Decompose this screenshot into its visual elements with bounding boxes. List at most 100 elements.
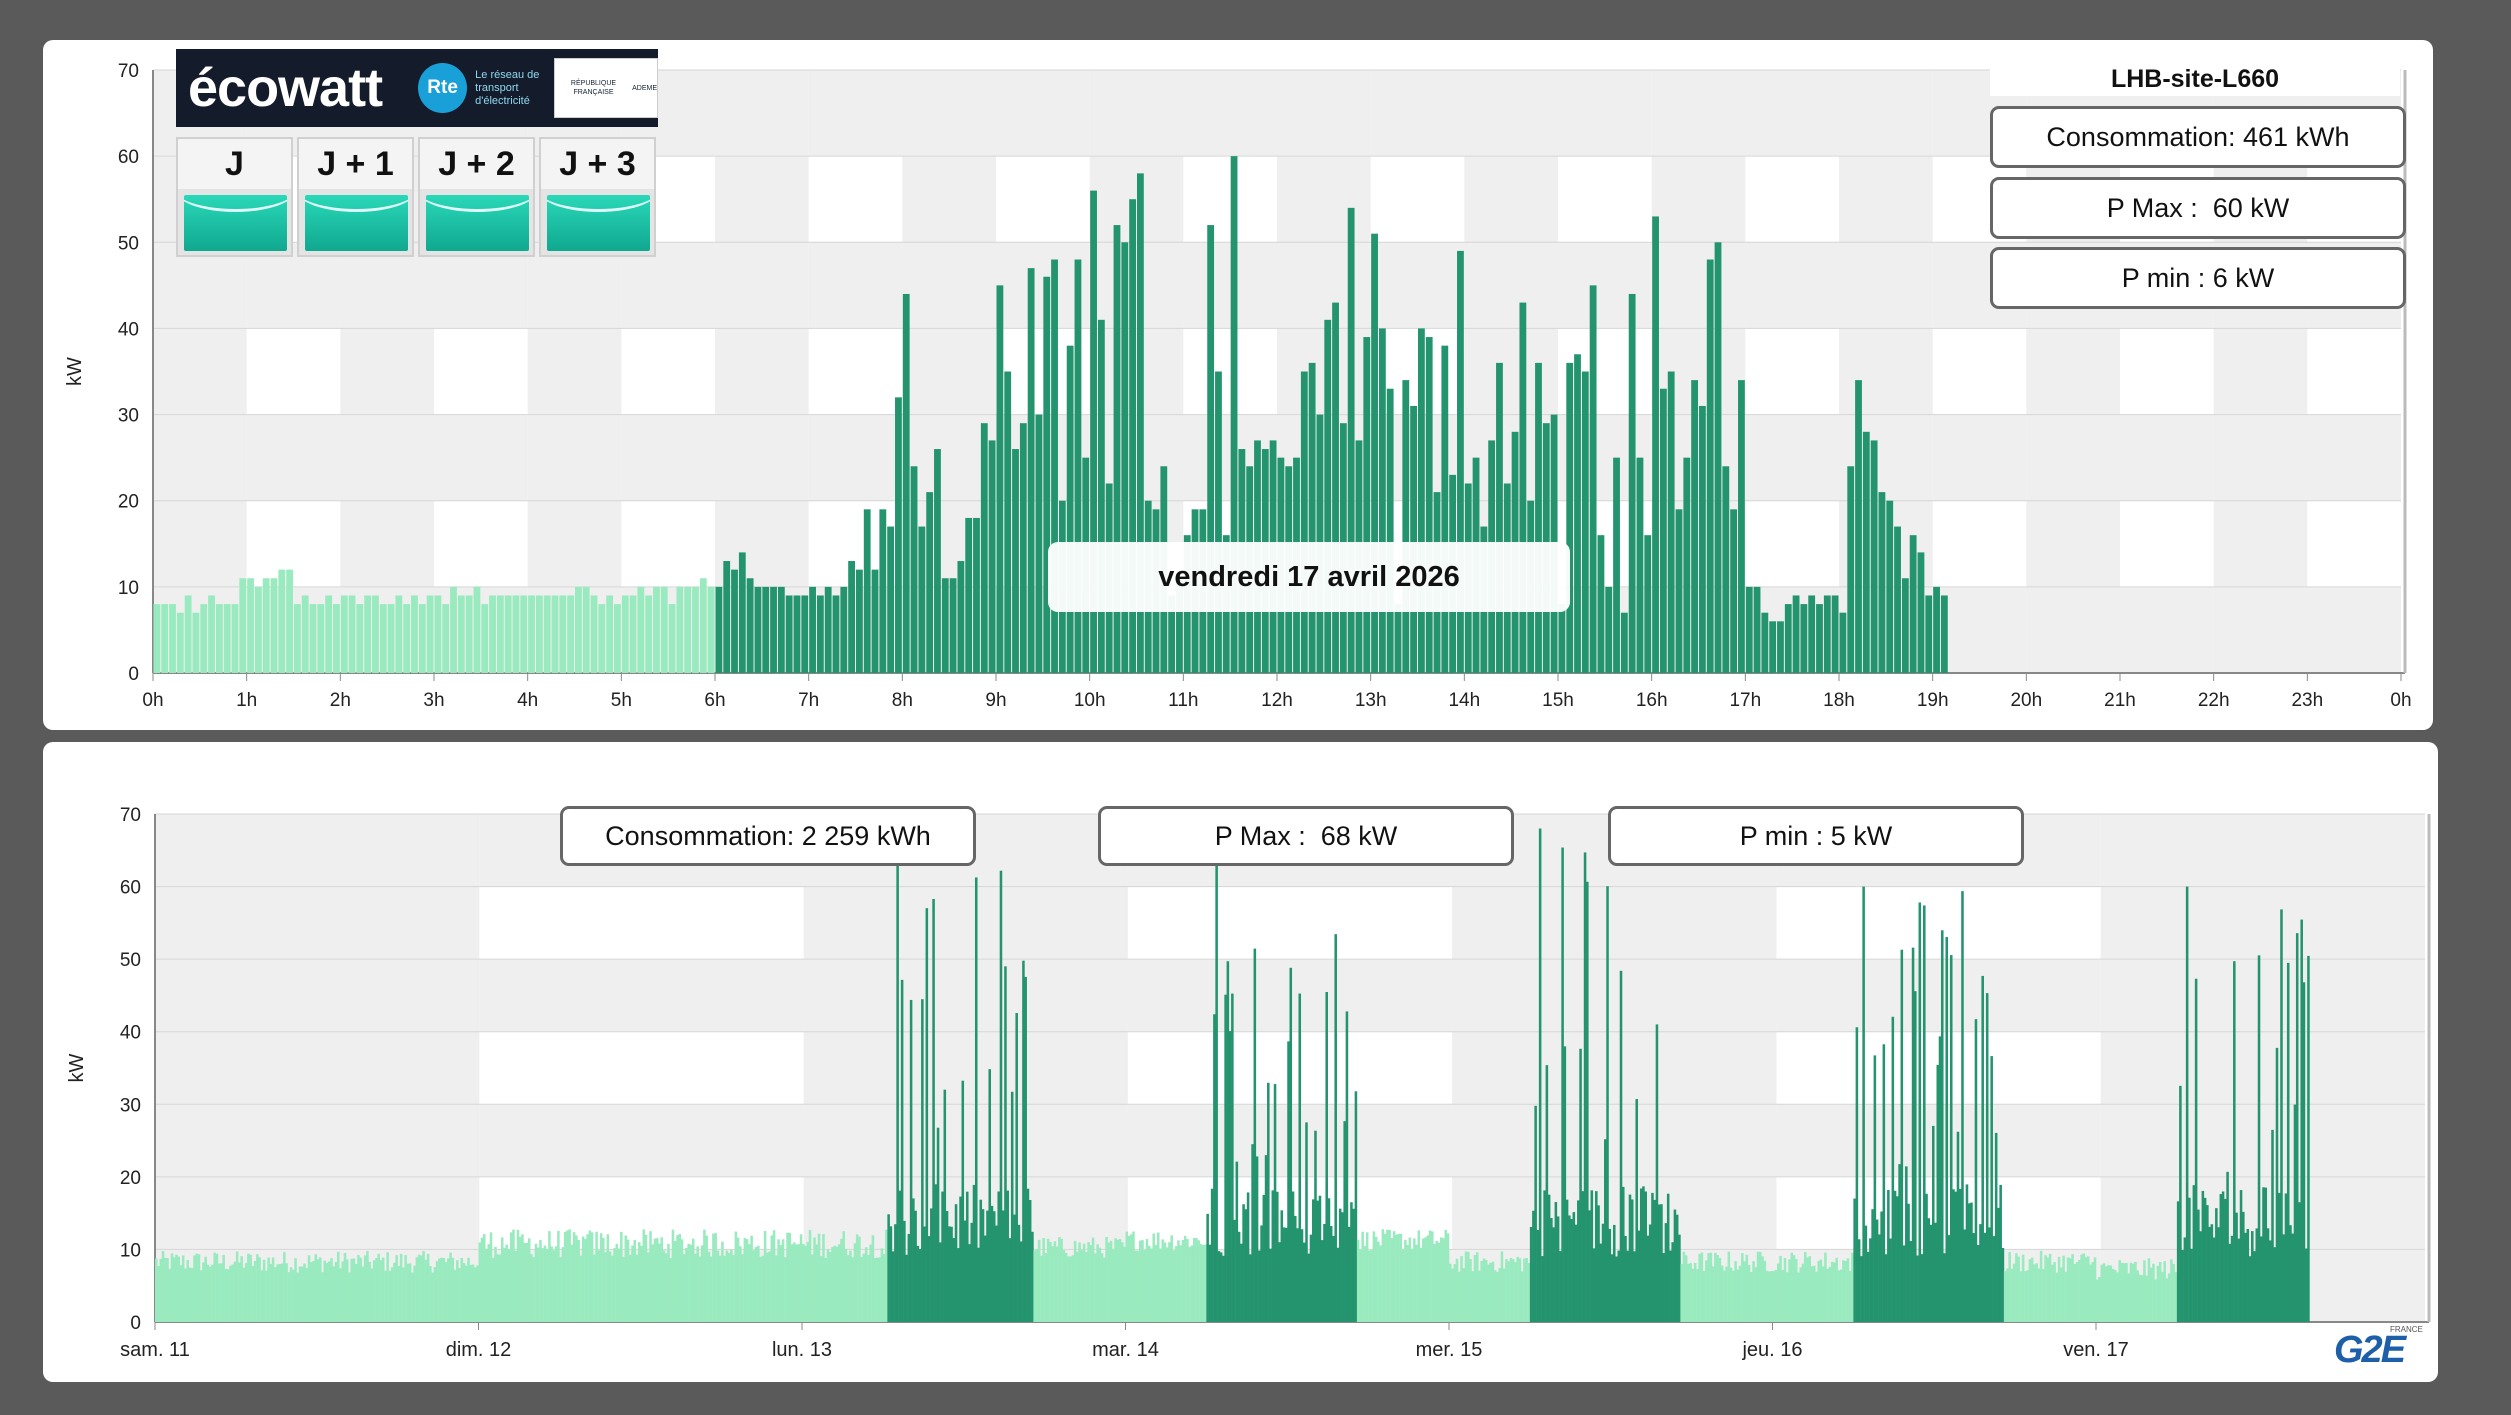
ecowatt-day-j[interactable]: J: [176, 137, 293, 257]
grid-band: [996, 242, 1090, 329]
top-pmin-box: P min : 6 kW: [1990, 247, 2406, 309]
bar: [1839, 1269, 1843, 1322]
grid-band: [1932, 586, 2027, 673]
bar: [730, 1249, 733, 1322]
bar: [1990, 1056, 1993, 1322]
bar: [1851, 1252, 1854, 1322]
bar: [2100, 1264, 2104, 1322]
bar: [660, 586, 668, 673]
grid-band: [340, 328, 434, 415]
ecowatt-widget[interactable]: écowatt Rte Le réseau de transport d'éle…: [176, 49, 658, 261]
bar: [330, 1258, 333, 1322]
bar: [2028, 1259, 2032, 1322]
bar: [1934, 1222, 1937, 1322]
bar: [557, 1230, 560, 1322]
bar: [341, 1261, 345, 1322]
day-label: J + 3: [541, 139, 654, 189]
grid-band: [902, 70, 996, 157]
bar: [370, 1268, 374, 1322]
bar: [301, 595, 309, 673]
grid-band: [1277, 414, 1371, 501]
bar: [267, 1257, 270, 1322]
ecowatt-day-j2[interactable]: J + 2: [418, 137, 535, 257]
bottom-pmin-box: P min : 5 kW: [1608, 806, 2024, 866]
bar: [395, 595, 403, 673]
bar: [1371, 233, 1378, 673]
bar: [855, 1234, 859, 1322]
bar: [853, 1243, 857, 1322]
rte-caption: Le réseau de transport d'électricité: [475, 68, 540, 107]
bar: [1753, 586, 1761, 673]
bar: [206, 1264, 210, 1322]
bar: [1547, 1194, 1551, 1322]
bar: [1994, 1132, 1998, 1322]
x-tick-label: 6h: [704, 690, 725, 711]
bar: [2253, 1251, 2256, 1322]
bar: [948, 1226, 951, 1322]
bar: [1893, 1190, 1897, 1322]
bar: [2089, 1264, 2092, 1322]
bar: [1073, 1240, 1077, 1322]
bar: [871, 1235, 875, 1322]
bar: [190, 1268, 194, 1322]
bar: [1085, 1252, 1088, 1322]
bar: [2156, 1265, 2160, 1322]
bar: [395, 1255, 398, 1322]
y-axis-label: kW: [66, 1053, 88, 1082]
bar: [254, 586, 262, 673]
bar: [579, 1255, 583, 1322]
bar: [505, 1244, 509, 1322]
bar: [761, 1255, 765, 1322]
bar: [1278, 1242, 1281, 1322]
ecowatt-day-j1[interactable]: J + 1: [297, 137, 414, 257]
bar: [2091, 1262, 2095, 1322]
bar: [1195, 1237, 1198, 1322]
bar: [1541, 1256, 1544, 1322]
bar: [909, 999, 913, 1322]
bar: [1359, 1249, 1362, 1322]
bar: [833, 1245, 836, 1322]
bar: [700, 1245, 704, 1322]
bar: [333, 604, 340, 673]
grid-band: [1839, 500, 1933, 587]
bar: [626, 1239, 630, 1322]
bar: [1536, 1229, 1540, 1322]
bar: [1105, 1237, 1108, 1322]
bar: [2174, 1272, 2178, 1322]
bar: [999, 870, 1003, 1322]
bar: [965, 1191, 969, 1322]
x-tick-label: 11h: [1168, 690, 1198, 711]
bar: [1197, 1240, 1200, 1322]
bar: [473, 586, 481, 673]
bar: [1920, 1254, 1924, 1322]
bar: [1307, 1253, 1311, 1322]
bar: [1983, 1232, 1987, 1322]
grid-band: [1776, 959, 2101, 1032]
bar: [239, 578, 247, 673]
bar: [1370, 1249, 1373, 1322]
grid-band: [621, 586, 715, 673]
bar: [1714, 242, 1722, 674]
bar: [1300, 1229, 1304, 1322]
bar: [1550, 1218, 1553, 1322]
bar: [482, 1234, 486, 1322]
g2e-logo: G2E FRANCE: [2334, 1325, 2423, 1371]
ecowatt-day-j3[interactable]: J + 3: [539, 137, 656, 257]
bar: [721, 1241, 724, 1322]
bar: [1019, 1241, 1023, 1322]
bar: [1060, 1238, 1063, 1322]
bar: [2275, 1047, 2279, 1322]
bar: [1406, 1244, 1409, 1322]
bar: [1094, 1253, 1097, 1322]
bar: [1741, 1252, 1744, 1322]
bar: [1118, 1239, 1122, 1322]
bar: [1940, 930, 1944, 1322]
bar: [1678, 1234, 1681, 1322]
bar: [1646, 1235, 1650, 1322]
grid-band: [153, 586, 247, 673]
bar: [788, 1232, 792, 1322]
grid-band: [527, 328, 622, 415]
bar: [1168, 1242, 1171, 1322]
bar: [2210, 1224, 2214, 1322]
bar: [418, 604, 426, 673]
